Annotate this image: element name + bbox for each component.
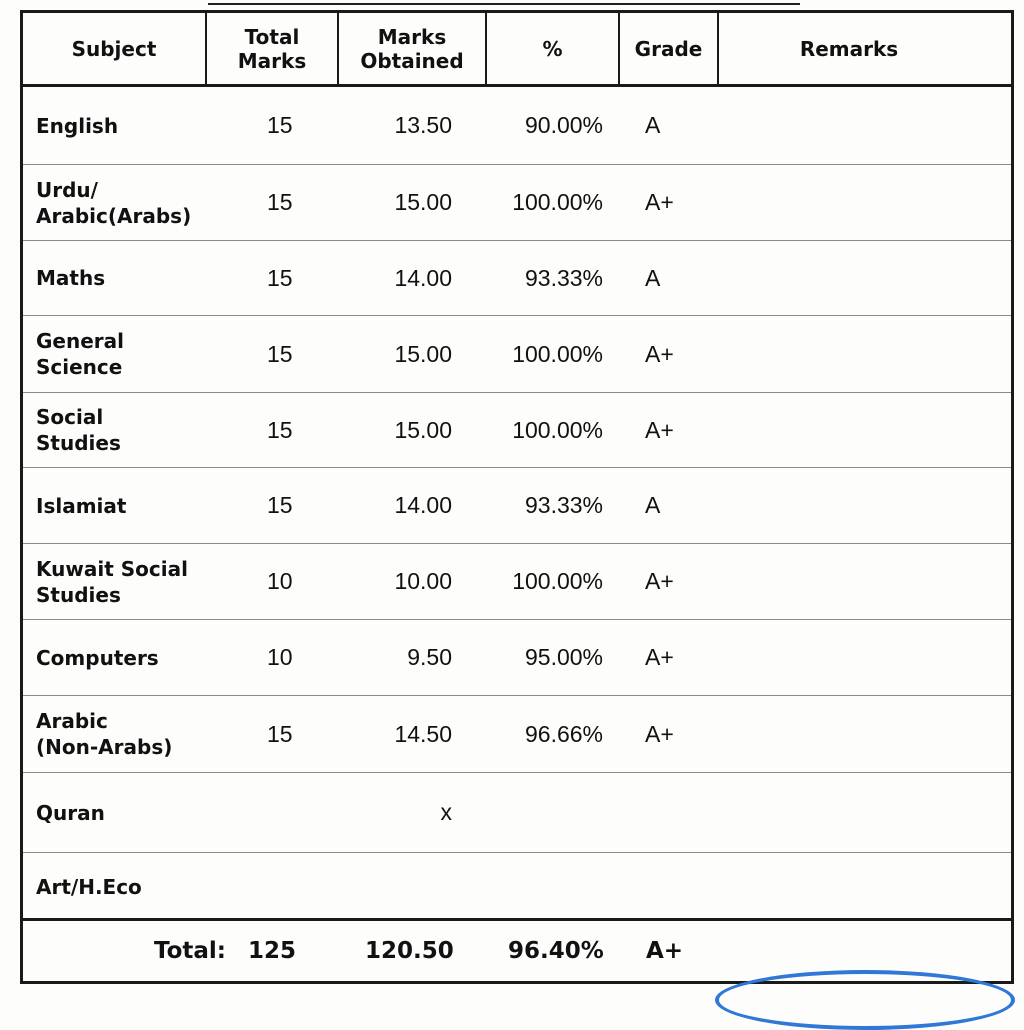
total-marks-cell: 15	[267, 189, 293, 215]
overall-percent: 96.40%	[508, 938, 604, 964]
total-label: Total:	[153, 938, 226, 964]
total-row: Total: 125 120.50 96.40% A+	[23, 918, 1011, 981]
total-marks-cell: 10	[267, 568, 293, 594]
column-divider	[205, 13, 207, 84]
percent-cell: 90.00%	[524, 112, 603, 138]
grade-cell: A+	[645, 644, 674, 670]
marks-obtained-cell: 14.00	[394, 264, 452, 291]
marks-table: Subject Total Marks Marks Obtained % Gra…	[20, 10, 1014, 984]
table-header-row: Subject Total Marks Marks Obtained % Gra…	[23, 13, 1011, 87]
marks-obtained-cell: 14.50	[394, 720, 452, 747]
marks-obtained-cell: 15.00	[394, 340, 452, 367]
marks-obtained-cell: 14.00	[394, 492, 452, 518]
total-marks-cell: 15	[267, 340, 293, 367]
percent-cell	[473, 853, 603, 921]
marks-obtained-cell: 9.50	[407, 644, 452, 670]
table-row: Maths 15 14.00 93.33% A	[23, 241, 1011, 316]
grade-cell: A+	[645, 568, 674, 594]
percent-cell: 96.66%	[524, 720, 603, 747]
total-marks-cell: 10	[267, 644, 293, 670]
subject-cell: Kuwait Social Studies	[36, 556, 188, 607]
header-remarks: Remarks	[799, 37, 899, 61]
table-row: Art/H.Eco	[23, 853, 1011, 921]
table-row: Kuwait Social Studies 10 10.00 100.00% A…	[23, 544, 1011, 620]
table-row: General Science 15 15.00 100.00% A+	[23, 316, 1011, 393]
header-subject: Subject	[71, 36, 157, 61]
table-row: Social Studies 15 15.00 100.00% A+	[23, 393, 1011, 468]
marks-obtained-cell: x	[440, 799, 453, 825]
header-marks-obtained: Marks Obtained	[360, 24, 464, 73]
subject-cell: Art/H.Eco	[36, 875, 142, 899]
marks-obtained-cell: 15.00	[394, 189, 452, 215]
column-divider	[717, 13, 719, 84]
column-divider	[337, 13, 339, 84]
grade-cell: A+	[645, 720, 674, 747]
percent-cell: 93.33%	[524, 264, 603, 291]
grade-cell: A+	[645, 340, 674, 367]
table-row: Computers 10 9.50 95.00% A+	[23, 620, 1011, 696]
marks-obtained-sum: 120.50	[365, 938, 454, 964]
grade-cell: A	[645, 492, 661, 518]
marks-obtained-cell	[363, 853, 452, 921]
table-row: Islamiat 15 14.00 93.33% A	[23, 468, 1011, 544]
percent-cell: 100.00%	[512, 189, 603, 215]
subject-cell: Urdu/ Arabic(Arabs)	[36, 177, 192, 228]
grade-cell: A+	[645, 189, 674, 215]
table-row: Urdu/ Arabic(Arabs) 15 15.00 100.00% A+	[23, 165, 1011, 241]
total-marks-sum: 125	[248, 938, 297, 964]
header-grade: Grade	[634, 36, 703, 61]
grade-cell: A+	[645, 416, 674, 443]
percent-cell: 95.00%	[524, 644, 603, 670]
table-row: Arabic (Non-Arabs) 15 14.50 96.66% A+	[23, 696, 1011, 773]
total-marks-cell: 15	[267, 112, 293, 138]
marks-obtained-cell: 15.00	[394, 416, 452, 443]
grade-cell: A	[645, 264, 661, 291]
subject-cell: Computers	[36, 645, 159, 670]
table-row: English 15 13.50 90.00% A	[23, 87, 1011, 165]
total-marks-cell: 15	[267, 720, 293, 747]
percent-cell: 93.33%	[524, 492, 603, 518]
header-total-marks: Total Marks	[237, 24, 307, 73]
grade-cell: A	[645, 112, 661, 138]
top-rule	[208, 3, 800, 5]
subject-cell: Quran	[36, 800, 105, 825]
percent-cell: 100.00%	[512, 340, 603, 367]
subject-cell: General Science	[36, 329, 124, 379]
subject-cell: Arabic (Non-Arabs)	[36, 709, 173, 759]
header-percent: %	[542, 36, 563, 61]
overall-grade: A+	[646, 938, 684, 964]
table-row: Quran x	[23, 773, 1011, 853]
percent-cell: 100.00%	[512, 568, 603, 594]
marks-obtained-cell: 10.00	[394, 568, 452, 594]
subject-cell: Islamiat	[36, 493, 127, 518]
percent-cell: 100.00%	[512, 416, 603, 443]
total-marks-cell: 15	[267, 264, 293, 291]
column-divider	[485, 13, 487, 84]
total-marks-cell: 15	[267, 416, 293, 443]
subject-cell: Social Studies	[36, 405, 121, 455]
column-divider	[618, 13, 620, 84]
subject-cell: Maths	[36, 266, 106, 290]
marks-obtained-cell: 13.50	[394, 112, 452, 138]
total-marks-cell: 15	[267, 492, 293, 518]
subject-cell: English	[36, 113, 119, 138]
percent-cell	[473, 773, 603, 852]
stamp-edge	[715, 970, 1015, 1030]
